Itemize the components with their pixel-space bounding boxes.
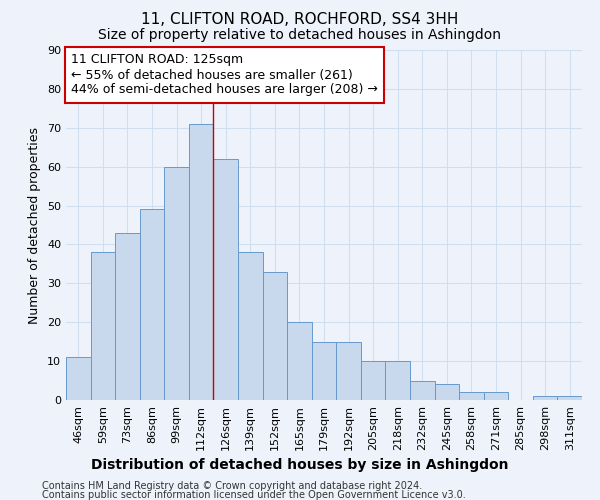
Bar bbox=[140, 210, 164, 400]
Text: Contains public sector information licensed under the Open Government Licence v3: Contains public sector information licen… bbox=[42, 490, 466, 500]
Bar bbox=[238, 252, 263, 400]
Bar bbox=[287, 322, 312, 400]
Bar bbox=[189, 124, 214, 400]
Bar bbox=[263, 272, 287, 400]
Bar bbox=[66, 357, 91, 400]
Text: Contains HM Land Registry data © Crown copyright and database right 2024.: Contains HM Land Registry data © Crown c… bbox=[42, 481, 422, 491]
Y-axis label: Number of detached properties: Number of detached properties bbox=[28, 126, 41, 324]
Text: 11, CLIFTON ROAD, ROCHFORD, SS4 3HH: 11, CLIFTON ROAD, ROCHFORD, SS4 3HH bbox=[142, 12, 458, 28]
Bar bbox=[459, 392, 484, 400]
Text: 11 CLIFTON ROAD: 125sqm
← 55% of detached houses are smaller (261)
44% of semi-d: 11 CLIFTON ROAD: 125sqm ← 55% of detache… bbox=[71, 54, 378, 96]
Bar bbox=[312, 342, 336, 400]
Bar bbox=[336, 342, 361, 400]
Bar bbox=[557, 396, 582, 400]
Bar bbox=[91, 252, 115, 400]
Bar bbox=[385, 361, 410, 400]
Text: Size of property relative to detached houses in Ashingdon: Size of property relative to detached ho… bbox=[98, 28, 502, 42]
Bar bbox=[164, 166, 189, 400]
Text: Distribution of detached houses by size in Ashingdon: Distribution of detached houses by size … bbox=[91, 458, 509, 471]
Bar bbox=[434, 384, 459, 400]
Bar bbox=[533, 396, 557, 400]
Bar bbox=[484, 392, 508, 400]
Bar bbox=[410, 380, 434, 400]
Bar bbox=[214, 159, 238, 400]
Bar bbox=[361, 361, 385, 400]
Bar bbox=[115, 233, 140, 400]
